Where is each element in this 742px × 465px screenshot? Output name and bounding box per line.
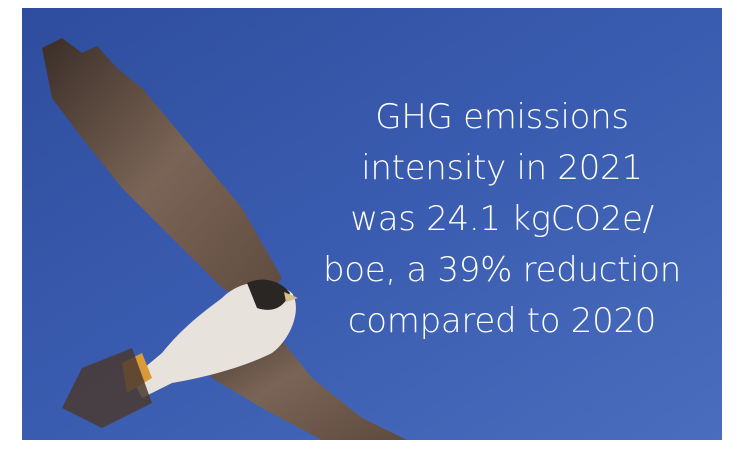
page: GHG emissionsintensity in 2021was 24.1 k… [0,0,742,465]
text-line: boe, a 39% reduction [292,245,712,296]
text-line: compared to 2020 [292,296,712,347]
text-line: was 24.1 kgCO2e/ [292,194,712,245]
text-line: GHG emissions [292,92,712,143]
text-line: intensity in 2021 [292,143,712,194]
